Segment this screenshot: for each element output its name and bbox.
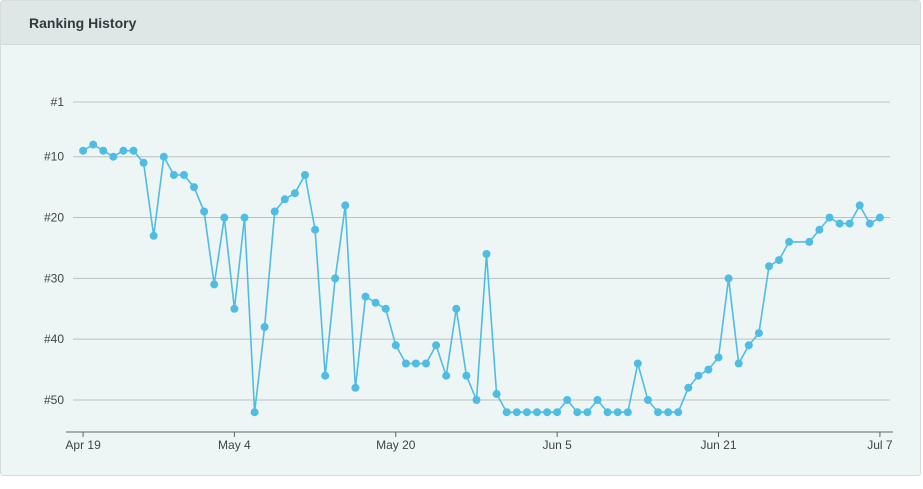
data-point[interactable] — [240, 213, 249, 222]
data-point[interactable] — [391, 341, 400, 350]
data-point[interactable] — [99, 146, 108, 155]
data-point[interactable] — [129, 146, 138, 155]
data-point[interactable] — [492, 389, 501, 398]
data-point[interactable] — [593, 396, 602, 404]
data-point[interactable] — [855, 201, 864, 210]
data-point[interactable] — [452, 304, 461, 313]
data-point[interactable] — [512, 408, 521, 417]
data-point[interactable] — [381, 304, 390, 313]
x-tick-label: May 20 — [376, 438, 416, 452]
data-point[interactable] — [280, 195, 289, 204]
data-point[interactable] — [422, 359, 430, 368]
data-point[interactable] — [643, 396, 652, 404]
y-tick-label: #50 — [44, 393, 64, 407]
data-point[interactable] — [543, 408, 552, 417]
data-point[interactable] — [169, 171, 178, 179]
data-point[interactable] — [301, 171, 309, 179]
data-point[interactable] — [694, 371, 703, 380]
data-point[interactable] — [865, 219, 874, 228]
data-point[interactable] — [835, 219, 844, 228]
data-point[interactable] — [875, 213, 884, 222]
x-tick-label: Apr 19 — [65, 438, 101, 452]
data-point[interactable] — [815, 225, 824, 234]
data-point[interactable] — [462, 371, 471, 380]
data-point[interactable] — [603, 408, 612, 417]
data-point[interactable] — [331, 274, 340, 283]
data-point[interactable] — [765, 262, 773, 271]
data-points — [79, 140, 884, 417]
data-point[interactable] — [775, 256, 783, 265]
x-tick-label: Jul 7 — [867, 438, 893, 452]
x-axis: Apr 19 May 4 May 20 Jun 5 Jun 21 Jul 7 — [65, 431, 893, 452]
data-point[interactable] — [623, 408, 632, 417]
data-point[interactable] — [724, 274, 733, 283]
data-point[interactable] — [139, 158, 148, 167]
x-tick-label: Jun 21 — [701, 438, 737, 452]
data-point[interactable] — [613, 408, 622, 417]
data-point[interactable] — [210, 280, 219, 289]
data-point[interactable] — [583, 408, 592, 417]
data-point[interactable] — [734, 359, 743, 368]
data-point[interactable] — [442, 371, 451, 380]
data-point[interactable] — [785, 237, 794, 246]
data-point[interactable] — [401, 359, 410, 368]
data-point[interactable] — [220, 213, 229, 222]
data-point[interactable] — [432, 341, 441, 350]
data-point[interactable] — [290, 189, 299, 198]
data-point[interactable] — [633, 359, 642, 368]
data-point[interactable] — [522, 408, 531, 417]
data-point[interactable] — [553, 408, 562, 417]
data-point[interactable] — [533, 408, 541, 417]
data-point[interactable] — [200, 207, 209, 216]
data-point[interactable] — [119, 146, 128, 155]
data-point[interactable] — [371, 298, 380, 307]
y-tick-label: #30 — [44, 271, 64, 285]
x-tick-label: May 4 — [218, 438, 251, 452]
data-point[interactable] — [482, 250, 491, 258]
x-tick-label: Jun 5 — [542, 438, 572, 452]
data-point[interactable] — [674, 408, 683, 417]
data-point[interactable] — [704, 365, 713, 374]
data-point[interactable] — [654, 408, 662, 417]
data-point[interactable] — [361, 292, 370, 301]
data-point[interactable] — [563, 396, 572, 404]
data-point[interactable] — [180, 171, 188, 179]
data-point[interactable] — [341, 201, 350, 210]
data-point[interactable] — [744, 341, 753, 350]
data-point[interactable] — [573, 408, 582, 417]
data-point[interactable] — [684, 383, 693, 392]
data-point[interactable] — [250, 408, 259, 417]
data-point[interactable] — [190, 183, 198, 192]
data-point[interactable] — [351, 383, 360, 392]
data-point[interactable] — [472, 396, 481, 404]
data-point[interactable] — [311, 225, 320, 234]
y-axis-labels: #1 #10 #20 #30 #40 #50 — [44, 95, 64, 407]
data-point[interactable] — [159, 152, 168, 161]
data-point[interactable] — [321, 371, 330, 380]
data-point[interactable] — [79, 146, 88, 155]
data-point[interactable] — [260, 323, 269, 331]
data-point[interactable] — [825, 213, 834, 222]
data-point[interactable] — [270, 207, 279, 216]
panel-title: Ranking History — [29, 15, 137, 31]
data-point[interactable] — [845, 219, 854, 228]
data-point[interactable] — [149, 231, 158, 240]
y-tick-label: #40 — [44, 332, 64, 346]
data-point[interactable] — [664, 408, 673, 417]
data-point[interactable] — [109, 152, 118, 161]
data-point[interactable] — [89, 140, 98, 149]
grid — [73, 101, 890, 401]
data-point[interactable] — [502, 408, 511, 417]
y-tick-label: #1 — [51, 95, 65, 109]
panel-header: Ranking History — [1, 1, 920, 45]
data-point[interactable] — [754, 329, 763, 338]
data-point[interactable] — [230, 304, 239, 313]
y-tick-label: #20 — [44, 211, 64, 225]
data-point[interactable] — [411, 359, 420, 368]
data-point[interactable] — [805, 237, 814, 246]
y-tick-label: #10 — [44, 150, 64, 164]
data-point[interactable] — [714, 353, 723, 362]
